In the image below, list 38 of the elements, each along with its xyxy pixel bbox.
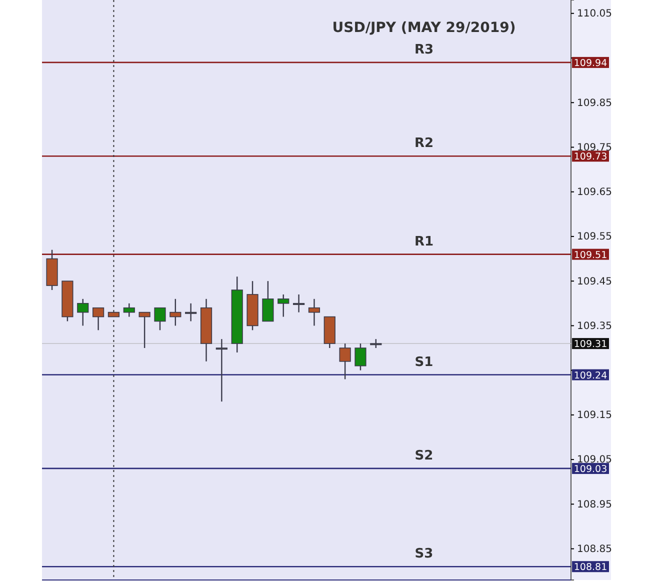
candlestick bbox=[138, 312, 150, 349]
text: 109.31 bbox=[574, 339, 608, 350]
candlestick bbox=[77, 298, 89, 326]
y-tick-label: 109.85 bbox=[577, 98, 612, 109]
y-tick-label: 109.15 bbox=[577, 410, 612, 422]
candlestick bbox=[339, 342, 351, 380]
candlestick bbox=[292, 294, 305, 313]
y-tick-label: 109.55 bbox=[577, 232, 612, 243]
candlestick bbox=[216, 338, 228, 402]
ref-line-label: R2 bbox=[414, 136, 434, 152]
y-tick-label: 109.35 bbox=[577, 320, 612, 332]
text: USD/JPY (MAY 29/2019) bbox=[332, 20, 516, 36]
text: 109.94 bbox=[574, 58, 608, 69]
ref-line-label: S3 bbox=[414, 546, 434, 562]
ref-line-label: S2 bbox=[414, 448, 434, 464]
text: 109.03 bbox=[574, 464, 608, 475]
text: 109.51 bbox=[574, 250, 608, 261]
y-tick-label: 109.05 bbox=[577, 454, 612, 466]
candlestick bbox=[308, 298, 320, 326]
y-tick-label: 109.65 bbox=[577, 187, 612, 198]
candlestick bbox=[92, 307, 104, 331]
candlestick bbox=[185, 302, 197, 322]
candlestick bbox=[262, 280, 274, 322]
ref-line-label: R3 bbox=[414, 42, 434, 58]
candlestick bbox=[278, 294, 290, 318]
y-tick-label: 109.45 bbox=[577, 276, 612, 288]
y-tick-label: 108.95 bbox=[577, 499, 612, 510]
ref-line-label: R1 bbox=[414, 234, 434, 250]
candlestick bbox=[154, 307, 166, 331]
candlestick bbox=[170, 298, 182, 326]
candlestick bbox=[123, 302, 135, 318]
text: 109.24 bbox=[574, 370, 608, 382]
candlestick bbox=[354, 342, 366, 371]
text: 109.73 bbox=[574, 152, 608, 163]
text: 108.81 bbox=[574, 562, 608, 574]
y-tick-label: 110.05 bbox=[577, 8, 612, 20]
ref-line-label: S1 bbox=[414, 354, 434, 370]
y-tick-label: 108.85 bbox=[577, 544, 612, 555]
